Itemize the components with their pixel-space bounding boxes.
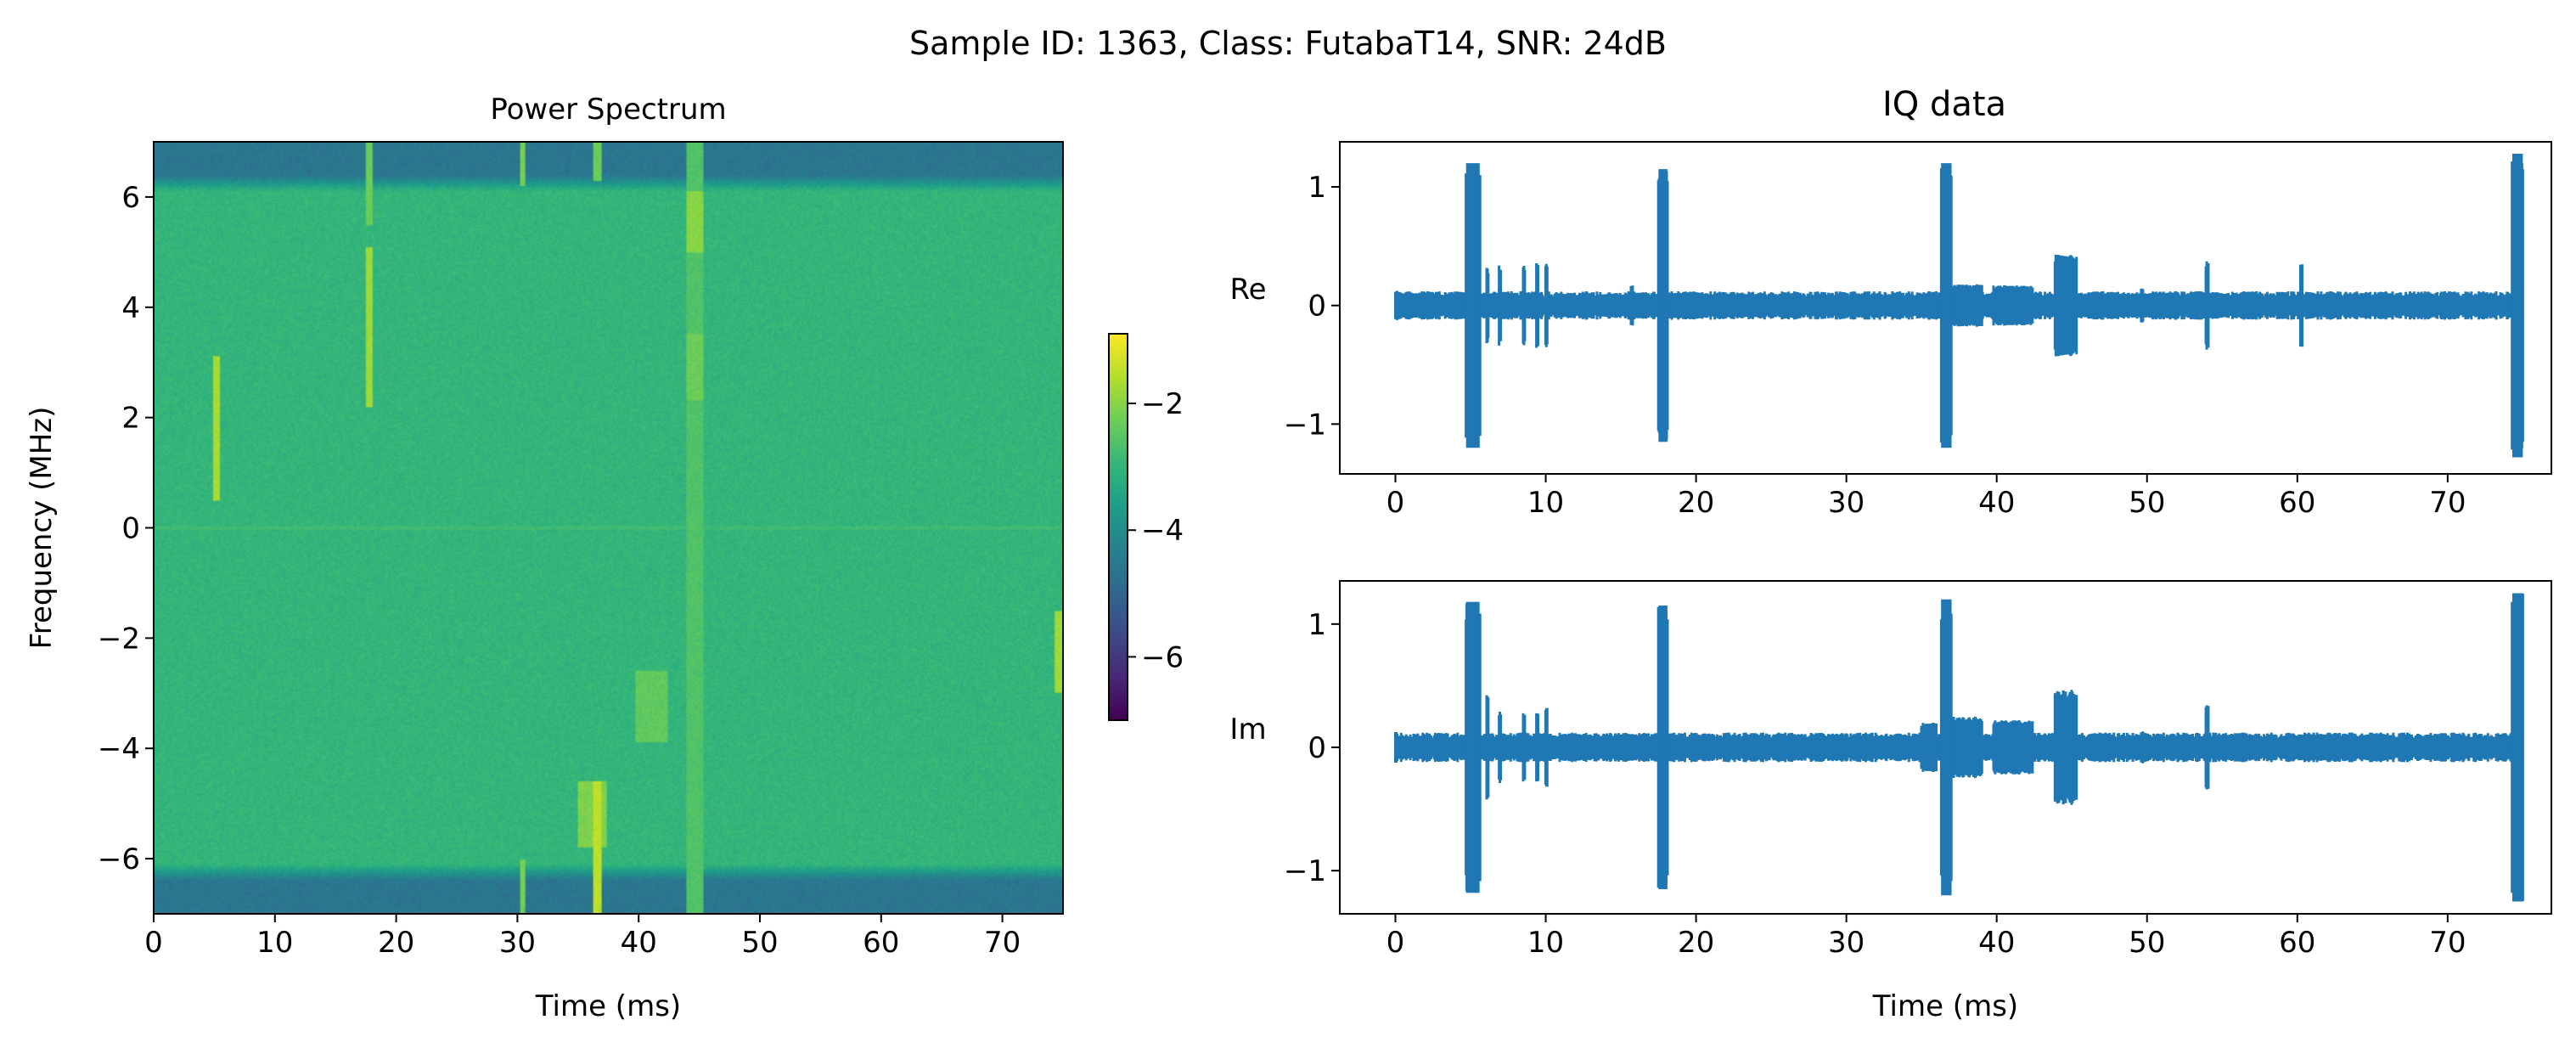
spectrum-heatmap xyxy=(154,142,1063,914)
iq-burst xyxy=(1941,599,1952,896)
spectrum-x-label: Time (ms) xyxy=(535,989,681,1023)
iq-x-tick-label: 70 xyxy=(2429,926,2466,960)
iq-envelope xyxy=(1394,154,2524,457)
iq-x-tick-label: 60 xyxy=(2279,926,2315,960)
spectrum-frame xyxy=(153,141,1064,915)
iq-real-label: Re xyxy=(1229,273,1266,307)
iq-imag-trace xyxy=(1394,593,2524,902)
iq-x-tick-label: 20 xyxy=(1678,486,1714,520)
iq-burst xyxy=(2511,593,2523,902)
iq-x-tick-label: 70 xyxy=(2429,486,2466,520)
iq-x-tick-label: 50 xyxy=(2129,926,2165,960)
iq-title: IQ data xyxy=(1882,85,2006,124)
iq-burst xyxy=(1465,163,1480,448)
iq-imag-axes: Im Time (ms) 0 10 20 30 40 50 60 70 −1 0 1 xyxy=(1229,580,2552,1023)
iq-burst xyxy=(1658,606,1668,889)
spectrum-y-tick-label: −4 xyxy=(98,732,140,766)
spectrum-x-tick-label: 10 xyxy=(256,926,293,960)
colorbar-gradient xyxy=(1109,334,1128,720)
iq-y-tick-label: 1 xyxy=(1308,608,1326,642)
spectrum-y-tick-label: 6 xyxy=(121,181,140,215)
iq-imag-x-ticks: 0 10 20 30 40 50 60 70 xyxy=(1386,914,2466,960)
iq-imag-label: Im xyxy=(1229,713,1266,747)
suptitle: Sample ID: 1363, Class: FutabaT14, SNR: … xyxy=(909,25,1667,62)
iq-real-axes: IQ data Re 0 10 20 30 40 50 60 70 −1 0 1 xyxy=(1229,85,2552,520)
colorbar-tick-label: −4 xyxy=(1141,514,1184,548)
iq-x-tick-label: 40 xyxy=(1978,926,2015,960)
spectrum-x-tick-label: 20 xyxy=(378,926,414,960)
iq-imag-y-ticks: −1 0 1 xyxy=(1284,608,1340,888)
iq-x-tick-label: 0 xyxy=(1386,926,1405,960)
spectrum-x-tick-label: 70 xyxy=(984,926,1021,960)
iq-x-tick-label: 60 xyxy=(2279,486,2315,520)
colorbar-frame xyxy=(1108,333,1128,721)
spectrum-y-ticks: −6 −4 −2 0 2 4 6 xyxy=(98,181,154,876)
iq-imag-frame xyxy=(1339,580,2552,915)
iq-burst xyxy=(1658,169,1668,442)
spectrum-y-tick-label: 2 xyxy=(121,402,140,436)
iq-x-tick-label: 50 xyxy=(2129,486,2165,520)
iq-y-tick-label: 1 xyxy=(1308,171,1326,205)
spectrum-y-tick-label: −2 xyxy=(98,622,140,656)
iq-y-tick-label: 0 xyxy=(1308,290,1326,324)
iq-real-x-ticks: 0 10 20 30 40 50 60 70 xyxy=(1386,474,2466,520)
colorbar-tick-label: −6 xyxy=(1141,640,1184,674)
spectrum-x-tick-label: 50 xyxy=(741,926,778,960)
iq-x-tick-label: 10 xyxy=(1527,486,1564,520)
iq-x-label: Time (ms) xyxy=(1872,989,2018,1023)
iq-real-trace xyxy=(1394,153,2524,458)
iq-x-tick-label: 20 xyxy=(1678,926,1714,960)
iq-x-tick-label: 30 xyxy=(1828,926,1865,960)
iq-x-tick-label: 0 xyxy=(1386,486,1405,520)
spectrum-title: Power Spectrum xyxy=(490,93,726,127)
spectrum-y-tick-label: −6 xyxy=(98,842,140,876)
iq-burst xyxy=(1465,601,1480,893)
spectrum-x-tick-label: 0 xyxy=(144,926,163,960)
iq-x-tick-label: 30 xyxy=(1828,486,1865,520)
iq-y-tick-label: −1 xyxy=(1284,408,1326,442)
colorbar-tick-label: −2 xyxy=(1141,387,1184,421)
iq-envelope xyxy=(1394,593,2524,902)
spectrum-y-tick-label: 0 xyxy=(121,512,140,546)
iq-real-frame xyxy=(1339,141,2552,475)
spectrum-x-tick-label: 40 xyxy=(621,926,657,960)
spectrum-axes: Power Spectrum Time (ms) Frequency (MHz)… xyxy=(25,93,1064,1023)
spectrum-x-tick-label: 30 xyxy=(499,926,536,960)
iq-burst xyxy=(2511,153,2523,458)
iq-real-y-ticks: −1 0 1 xyxy=(1284,171,1340,442)
colorbar: −6 −4 −2 xyxy=(1108,333,1184,721)
iq-y-tick-label: 0 xyxy=(1308,731,1326,765)
iq-burst xyxy=(1941,163,1952,448)
iq-y-tick-label: −1 xyxy=(1284,854,1326,888)
iq-x-tick-label: 40 xyxy=(1978,486,2015,520)
iq-x-tick-label: 10 xyxy=(1527,926,1564,960)
colorbar-ticks: −6 −4 −2 xyxy=(1128,387,1184,674)
spectrum-x-ticks: 0 10 20 30 40 50 60 70 xyxy=(144,914,1021,960)
spectrum-y-label: Frequency (MHz) xyxy=(25,407,59,650)
spectrum-y-tick-label: 4 xyxy=(121,291,140,325)
spectrum-x-tick-label: 60 xyxy=(863,926,899,960)
